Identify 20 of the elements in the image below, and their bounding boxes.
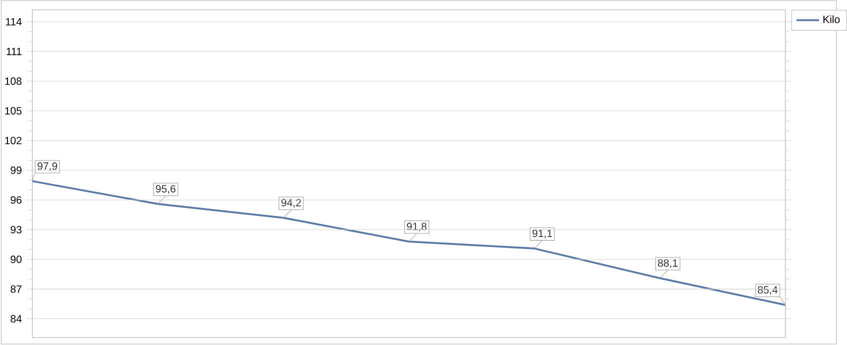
data-label: 95,6	[156, 185, 176, 194]
y-tick-label: 105	[5, 107, 22, 115]
y-tick-label: 84	[10, 315, 22, 323]
data-label: 91,1	[532, 230, 552, 239]
legend-label: Kilo	[823, 16, 840, 24]
y-tick-label: 114	[6, 18, 22, 26]
y-tick-label: 96	[10, 196, 22, 204]
y-tick-label: 90	[10, 256, 22, 264]
y-tick-label: 108	[5, 78, 22, 86]
data-label: 88,1	[658, 260, 678, 268]
y-tick-label: 93	[10, 226, 22, 234]
line-series	[32, 180, 786, 306]
y-tick-label: 102	[5, 137, 22, 145]
data-label: 91,8	[406, 222, 426, 232]
y-tick-label: 99	[10, 166, 22, 174]
y-tick-label: 111	[6, 48, 22, 56]
data-label: 94,2	[281, 199, 301, 208]
data-label: 85,4	[758, 286, 778, 296]
y-tick-label: 87	[10, 286, 22, 294]
data-label: 97,9	[38, 162, 58, 172]
